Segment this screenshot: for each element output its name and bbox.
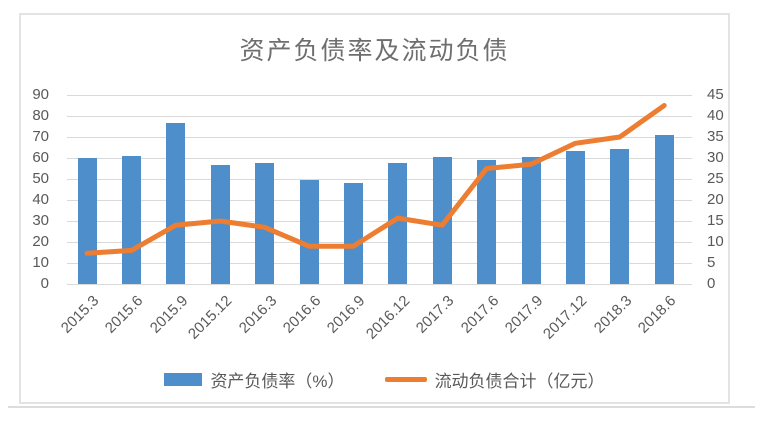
chart-title: 资产负债率及流动负债 xyxy=(239,37,510,65)
bar xyxy=(77,158,97,284)
bar xyxy=(121,155,141,284)
right-axis-tick-label: 0 xyxy=(707,275,716,292)
right-axis-tick-label: 10 xyxy=(707,233,724,250)
bar xyxy=(388,163,408,285)
bar xyxy=(654,134,674,284)
left-axis-tick-label: 0 xyxy=(40,275,49,292)
legend: 资产负债率（%） 流动负债合计（亿元） xyxy=(31,367,738,392)
gridline xyxy=(67,95,692,96)
bar xyxy=(166,123,186,284)
bar xyxy=(565,150,585,284)
page-divider-line xyxy=(8,406,755,408)
left-axis-tick-label: 90 xyxy=(32,86,49,103)
gridline xyxy=(67,137,692,138)
bar xyxy=(477,160,497,284)
right-axis-tick-label: 35 xyxy=(707,128,724,145)
bar-series-swatch-icon xyxy=(164,373,203,386)
left-axis-tick-label: 30 xyxy=(32,212,49,229)
chart-frame: 资产负债率及流动负债 0 10 20 30 40 50 60 70 80 90 0 5 10 15 20 25… xyxy=(19,13,730,404)
legend-label-line-series: 流动负债合计（亿元） xyxy=(434,372,605,391)
left-axis-tick-label: 50 xyxy=(32,170,49,187)
right-axis-tick-label: 15 xyxy=(707,212,724,229)
right-axis-tick-label: 20 xyxy=(707,191,724,208)
legend-item-bar-series: 资产负债率（%） xyxy=(164,367,345,392)
right-axis-tick-label: 5 xyxy=(707,254,716,271)
gridline xyxy=(67,263,692,264)
gridline xyxy=(67,221,692,222)
legend-item-line-series: 流动负债合计（亿元） xyxy=(384,367,605,392)
gridline xyxy=(67,284,692,285)
right-axis-tick-label: 30 xyxy=(707,149,724,166)
bar xyxy=(432,156,452,284)
bar xyxy=(610,148,630,284)
line-series-swatch-icon xyxy=(384,377,427,382)
gridline xyxy=(67,116,692,117)
left-axis-tick-label: 40 xyxy=(32,191,49,208)
gridline xyxy=(67,158,692,159)
bar xyxy=(210,165,230,284)
bar xyxy=(299,180,319,284)
left-axis-tick-label: 20 xyxy=(32,233,49,250)
right-axis-tick-label: 45 xyxy=(707,86,724,103)
left-axis-tick-label: 60 xyxy=(32,149,49,166)
left-axis-tick-label: 70 xyxy=(32,128,49,145)
right-axis-tick-label: 40 xyxy=(707,107,724,124)
left-axis-tick-label: 80 xyxy=(32,107,49,124)
bar xyxy=(255,163,275,285)
bar xyxy=(343,183,363,284)
right-axis-tick-label: 25 xyxy=(707,170,724,187)
gridline xyxy=(67,179,692,180)
bar xyxy=(521,156,541,284)
gridline xyxy=(67,242,692,243)
left-axis-tick-label: 10 xyxy=(32,254,49,271)
gridline xyxy=(67,200,692,201)
legend-label-bar-series: 资产负债率（%） xyxy=(210,372,345,391)
